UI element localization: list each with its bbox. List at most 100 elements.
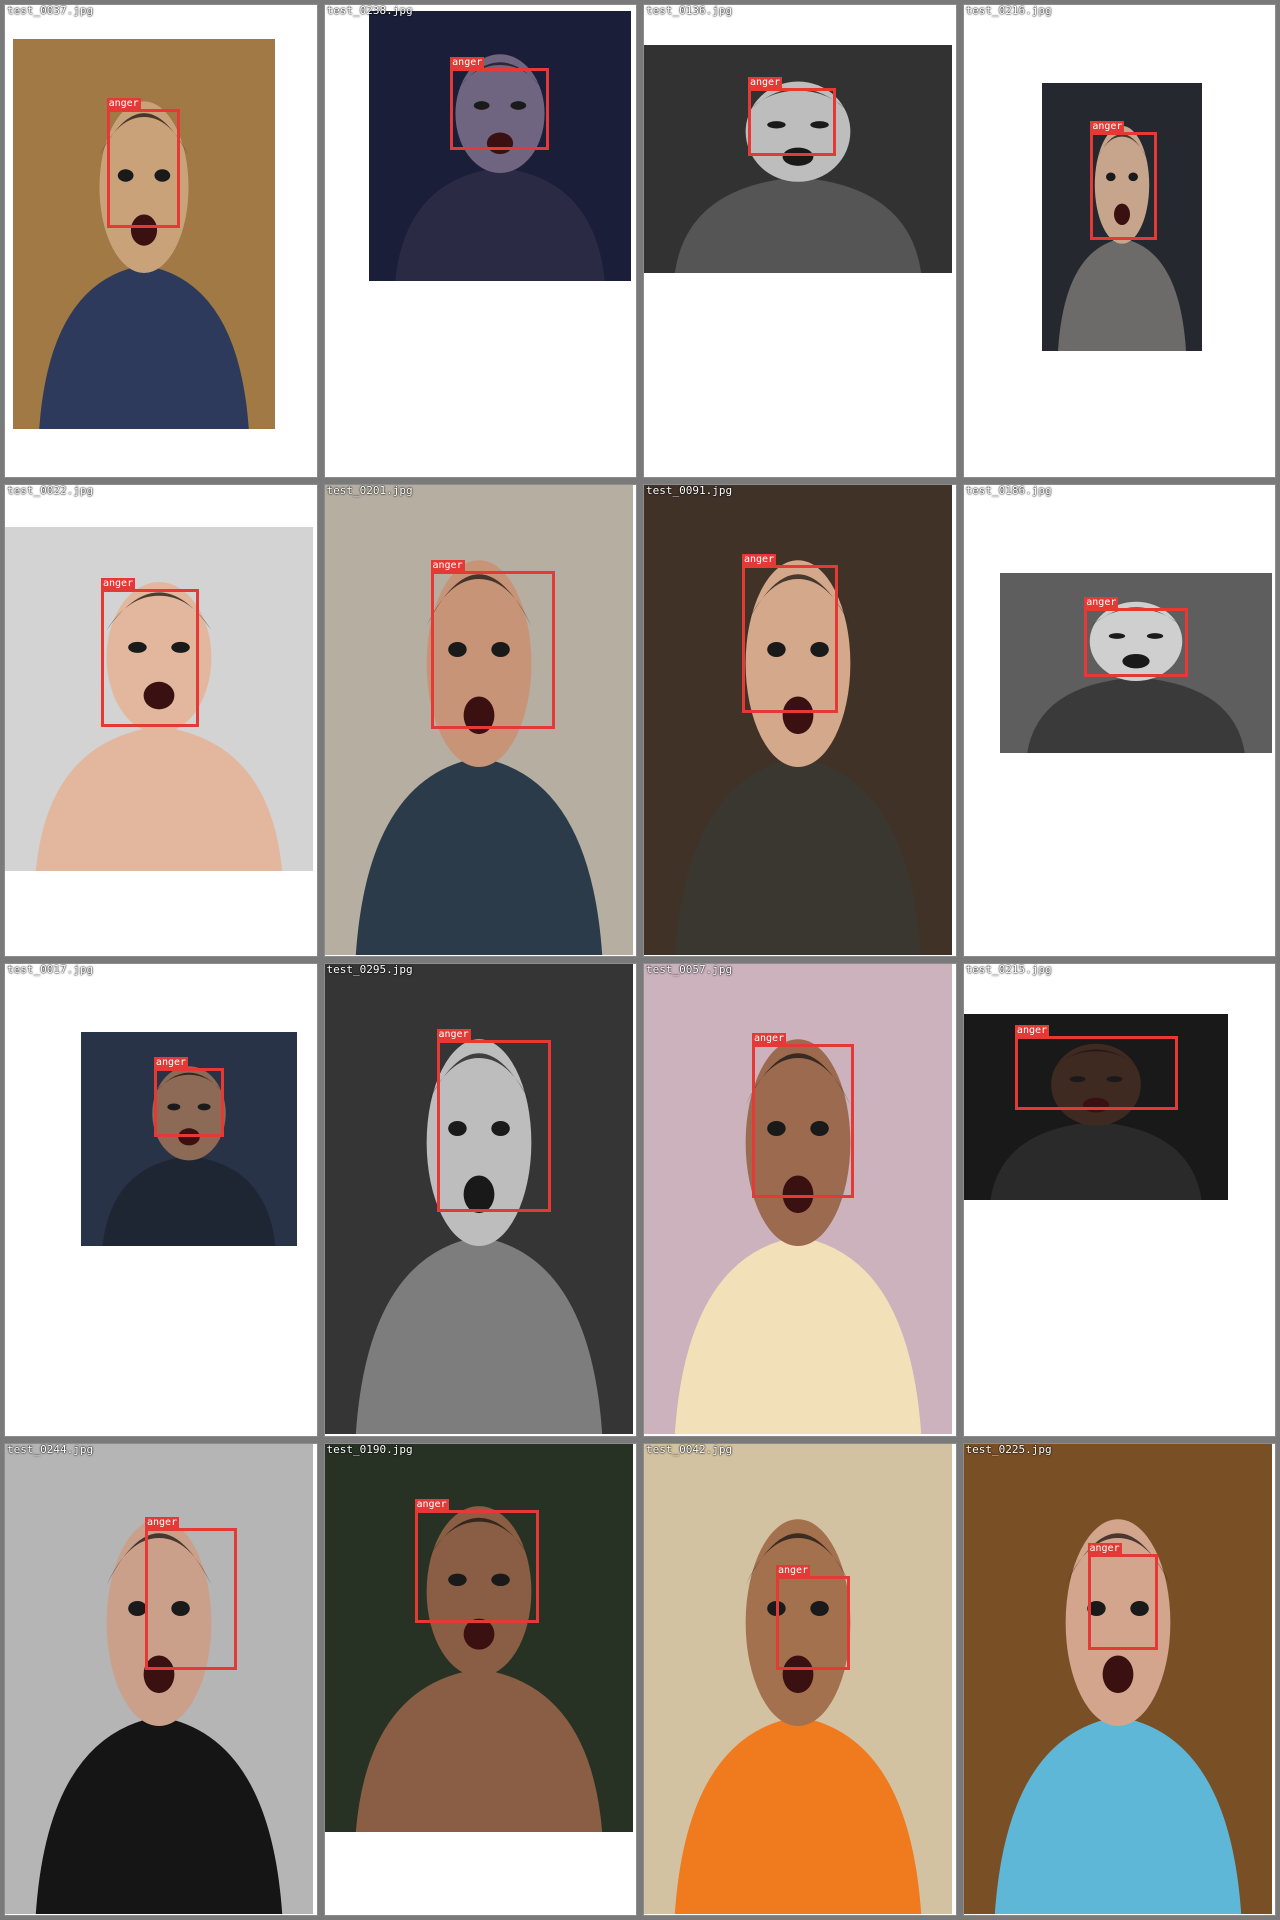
person-eye-right	[490, 641, 510, 657]
person-mouth	[1121, 653, 1150, 668]
person-eye-left	[1069, 1076, 1085, 1083]
person-face	[1050, 1043, 1141, 1126]
face-bounding-box	[742, 564, 838, 713]
person-mouth	[782, 1655, 814, 1693]
person-torso	[102, 1156, 276, 1246]
person-face	[152, 1066, 226, 1161]
person-eye-right	[490, 1573, 510, 1586]
filename-label: test_0201.jpg	[326, 483, 413, 497]
photo	[324, 484, 633, 955]
emotion-label-tag: anger	[752, 1033, 787, 1044]
person-torso	[39, 265, 249, 429]
filename-label: test_0091.jpg	[646, 483, 733, 497]
photo	[963, 1014, 1228, 1200]
face-bounding-box	[101, 589, 199, 728]
person-face	[426, 559, 531, 767]
person-face	[106, 1518, 212, 1726]
image-tile[interactable]: test_0225.jpg anger	[962, 1442, 1276, 1916]
filename-label: test_0186.jpg	[965, 483, 1052, 497]
person-eye-right	[197, 1103, 211, 1111]
person-face	[745, 81, 851, 182]
image-tile[interactable]: test_0042.jpg anger	[643, 1442, 957, 1916]
person-mouth	[463, 696, 494, 734]
person-hair	[99, 113, 189, 156]
person-hair	[426, 1053, 531, 1105]
emotion-label-tag: anger	[414, 1498, 449, 1510]
face-bounding-box	[748, 87, 836, 156]
emotion-label-tag: anger	[106, 97, 141, 109]
image-tile[interactable]: test_0017.jpg anger	[4, 963, 318, 1437]
image-tile[interactable]: test_0295.jpg anger	[323, 963, 637, 1437]
emotion-label-tag: anger	[1014, 1025, 1050, 1037]
person-hair	[1050, 1049, 1141, 1070]
person-hair	[426, 1517, 531, 1560]
person-torso	[674, 1716, 922, 1914]
person-hair	[152, 1072, 226, 1097]
emotion-label-tag: anger	[430, 559, 465, 571]
person-mouth	[178, 1128, 200, 1146]
photo	[644, 1443, 952, 1914]
person-mouth	[782, 1175, 814, 1214]
person-eye-left	[767, 1120, 786, 1137]
image-tile[interactable]: test_0022.jpg anger	[4, 483, 318, 957]
person-hair	[1094, 133, 1149, 164]
person-hair	[745, 1532, 851, 1585]
photo	[13, 39, 275, 429]
person-mouth	[782, 696, 814, 734]
photo	[324, 964, 633, 1434]
person-torso	[994, 1716, 1241, 1914]
image-tile[interactable]: test_0216.jpg anger	[962, 4, 1276, 478]
filename-label: test_0022.jpg	[7, 483, 94, 497]
person-mouth	[782, 147, 814, 166]
filename-label: test_0295.jpg	[326, 963, 413, 976]
person-mouth	[463, 1618, 494, 1650]
filename-label: test_0244.jpg	[7, 1442, 94, 1456]
image-tile[interactable]: test_0244.jpg anger	[4, 1442, 318, 1916]
emotion-label-tag: anger	[1084, 596, 1119, 608]
filename-label: test_0238.jpg	[326, 4, 413, 17]
filename-label: test_0057.jpg	[646, 963, 733, 976]
person-mouth	[463, 1175, 494, 1214]
person-eye-left	[447, 1120, 467, 1137]
filename-label: test_0216.jpg	[965, 4, 1052, 17]
person-eye-right	[509, 101, 526, 110]
person-face	[1094, 125, 1149, 244]
person-face	[745, 1518, 851, 1726]
image-tile[interactable]: test_0215.jpg anger	[962, 963, 1276, 1437]
emotion-label-tag: anger	[1087, 1542, 1122, 1554]
image-tile[interactable]: test_0136.jpg anger	[643, 4, 957, 478]
person-hair	[745, 1053, 851, 1105]
person-torso	[35, 1716, 283, 1914]
emotion-label-tag: anger	[450, 57, 485, 69]
photo	[1041, 83, 1202, 351]
person-eye-left	[128, 641, 147, 653]
face-bounding-box	[1090, 132, 1157, 241]
person-eye-right	[490, 1120, 510, 1137]
filename-label: test_0190.jpg	[326, 1442, 413, 1456]
person-face	[426, 1505, 531, 1677]
photo	[5, 1443, 313, 1914]
person-hair	[106, 591, 212, 630]
person-torso	[35, 726, 283, 871]
person-eye-right	[171, 1600, 190, 1616]
person-hair	[426, 573, 531, 626]
emotion-label-tag: anger	[742, 553, 777, 565]
person-face	[426, 1039, 531, 1246]
filename-label: test_0037.jpg	[7, 4, 94, 17]
person-eye-left	[117, 169, 134, 182]
face-bounding-box	[436, 1040, 551, 1212]
filename-label: test_0017.jpg	[7, 963, 94, 976]
person-face	[454, 54, 545, 174]
person-torso	[394, 167, 605, 281]
face-bounding-box	[752, 1044, 854, 1198]
person-torso	[674, 757, 922, 955]
photo	[644, 45, 952, 273]
